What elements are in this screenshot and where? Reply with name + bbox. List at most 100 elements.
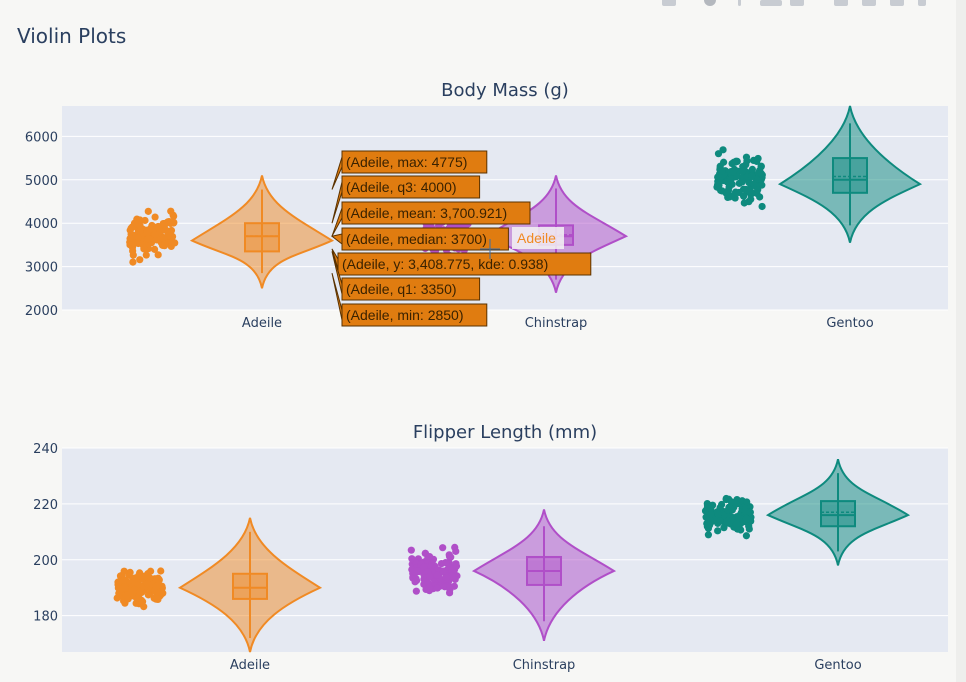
chart-title-1: Flipper Length (mm) [413,422,597,443]
data-point [134,594,142,602]
data-point [144,207,152,215]
data-point [154,251,162,259]
data-point [720,511,728,520]
x-tick-label: Chinstrap [513,658,576,673]
data-point [151,213,159,221]
data-point [142,251,150,259]
reset-axes-icon[interactable] [918,0,926,6]
data-point [439,567,447,575]
data-point [733,172,741,181]
page-title: Violin Plots [17,24,127,48]
data-point [451,543,459,551]
hover-text: (Adeile, max: 4775) [346,154,467,170]
data-point [159,219,167,228]
data-point [447,553,455,561]
plot-area-1 [62,448,948,652]
scrollbar[interactable] [956,0,966,682]
y-tick-label: 5000 [25,174,58,189]
data-point [136,216,144,224]
pan-icon[interactable] [738,0,741,6]
data-point [724,187,733,195]
data-point [754,154,762,163]
data-point [728,180,736,188]
hover-text: (Adeile, median: 3700) [346,231,487,247]
data-point [130,219,139,227]
data-point [704,531,712,539]
data-point [748,172,756,180]
data-point [126,234,134,243]
data-point [129,258,137,266]
data-point [448,572,456,580]
data-point [746,188,755,196]
y-tick-label: 200 [33,554,58,569]
data-point [714,527,722,535]
hover-box [341,227,509,251]
data-point [120,567,128,575]
data-point [707,510,715,518]
data-point [724,193,732,201]
data-point [742,532,751,540]
box [820,500,856,528]
box [244,222,280,253]
zoom-icon[interactable] [704,0,716,6]
y-tick-label: 4000 [25,217,58,232]
data-point [422,585,430,594]
hover-trace-label-bg [512,227,564,249]
data-point [754,186,762,194]
y-tick-label: 6000 [25,130,58,145]
data-point [419,563,428,571]
data-point [169,219,178,227]
y-tick-label: 240 [33,442,58,457]
hover-text: (Adeile, y: 3,408.775, kde: 0.938) [342,256,548,272]
data-point [150,245,159,253]
data-point [134,234,142,242]
data-point [433,571,441,579]
box [832,157,868,194]
data-point [407,546,415,554]
data-point [171,239,179,247]
data-point [745,522,753,530]
data-point [140,603,148,611]
data-point [156,227,165,235]
data-point [716,517,724,525]
data-point [136,227,144,235]
zoom-out-icon[interactable] [862,0,876,6]
data-point [757,162,765,170]
data-point [707,504,715,513]
y-tick-label: 220 [33,498,58,513]
data-point [442,573,450,582]
x-tick-label: Gentoo [814,658,861,673]
data-point [141,572,149,580]
data-point [143,580,152,588]
data-point [446,583,454,591]
data-point [718,167,726,175]
data-point [452,562,461,570]
data-point [730,158,738,166]
data-point [139,241,147,249]
hover-text: (Adeile, q1: 3350) [346,281,457,297]
data-point [738,178,746,186]
autoscale-icon[interactable] [890,0,904,6]
data-point [720,158,728,166]
hover-box [341,277,481,301]
data-point [714,150,723,158]
hover-box [341,303,488,327]
data-point [742,161,750,169]
data-point [731,188,740,196]
box-select-icon[interactable] [760,0,782,6]
zoom-in-icon[interactable] [834,0,848,6]
data-point [729,167,737,176]
data-point [412,587,420,595]
data-point [739,192,748,200]
data-point [159,234,167,242]
hover-box [337,252,592,276]
data-point [743,498,751,506]
box [232,572,268,600]
data-point [121,584,129,592]
data-point [134,572,142,580]
camera-icon[interactable] [662,0,676,6]
lasso-icon[interactable] [790,0,804,6]
data-point [157,567,165,575]
data-point [728,506,736,514]
